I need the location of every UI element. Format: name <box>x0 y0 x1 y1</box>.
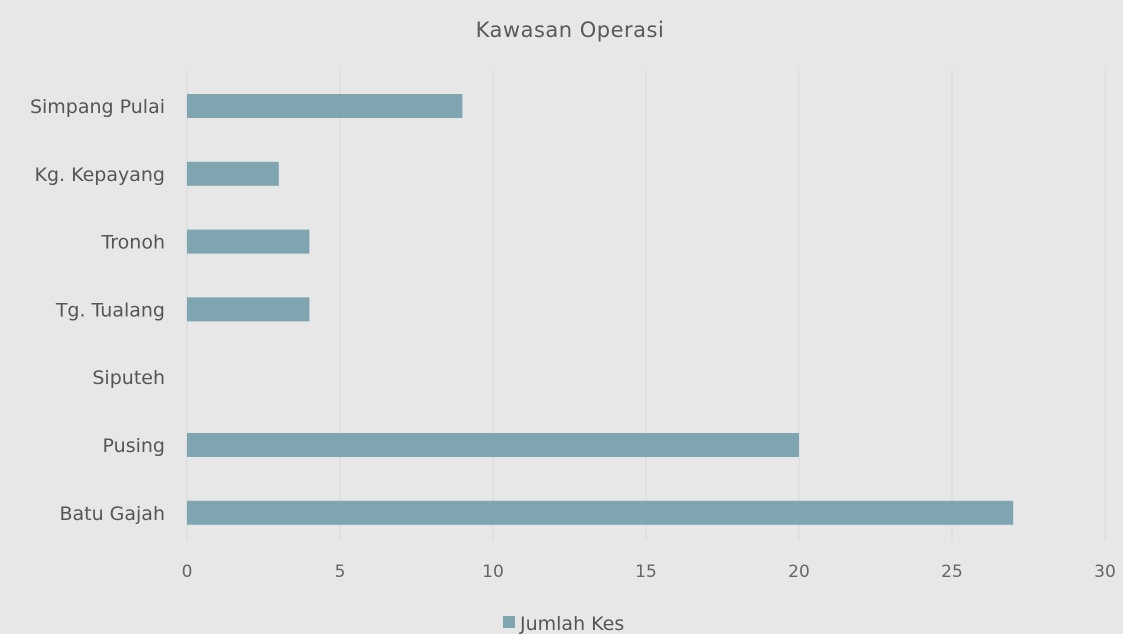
bar <box>187 229 310 254</box>
legend-label: Jumlah Kes <box>519 613 624 634</box>
legend-swatch <box>503 616 515 628</box>
category-label: Batu Gajah <box>59 503 165 525</box>
bar <box>187 500 1014 525</box>
category-label: Tg. Tualang <box>55 299 165 321</box>
chart-title: Kawasan Operasi <box>476 18 665 42</box>
category-labels: Simpang Pulai Kg. Kepayang Tronoh Tg. Tuala… <box>30 96 165 525</box>
category-label: Kg. Kepayang <box>35 164 166 186</box>
bar <box>187 94 463 118</box>
bar <box>187 433 799 457</box>
x-tick-label: 0 <box>182 562 193 582</box>
x-tick-label: 5 <box>335 562 346 582</box>
bar <box>187 161 279 186</box>
x-tick-label: 10 <box>482 562 504 582</box>
x-tick-label: 25 <box>941 562 963 582</box>
category-label: Simpang Pulai <box>30 96 165 118</box>
bars-layer <box>187 94 1014 525</box>
x-tick-label: 15 <box>635 562 657 582</box>
legend: Jumlah Kes <box>503 613 624 634</box>
x-tick-label: 30 <box>1094 562 1116 582</box>
bar <box>187 297 310 322</box>
category-label: Siputeh <box>92 367 165 389</box>
grid-layer <box>186 70 1106 540</box>
x-tick-labels: 0 5 10 15 20 25 30 <box>182 562 1116 582</box>
category-label: Tronoh <box>100 232 165 254</box>
x-tick-label: 20 <box>788 562 810 582</box>
category-label: Pusing <box>103 435 165 457</box>
